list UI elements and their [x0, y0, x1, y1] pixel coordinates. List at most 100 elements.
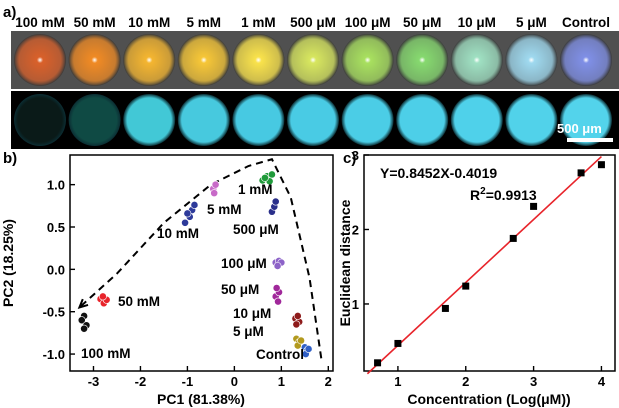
- fit-x-tick-label: 3: [530, 374, 537, 389]
- pca-trajectory-arrow: [78, 158, 323, 359]
- pca-point: [183, 209, 192, 218]
- micrograph-fluorescence-8: [396, 94, 449, 146]
- pca-point-label: 500 μM: [233, 222, 279, 237]
- concentration-label: 50 mM: [74, 15, 116, 30]
- fit-y-axis-label: Euclidean distance: [337, 199, 353, 326]
- micrograph-polarized-4: [177, 34, 230, 86]
- concentration-label: 5 μM: [516, 15, 547, 30]
- pca-y-tick-label: 0.0: [47, 262, 65, 277]
- fit-data-point: [577, 169, 585, 177]
- panel-b-label: b): [3, 150, 17, 167]
- fit-line: [366, 155, 602, 375]
- scale-bar: [567, 138, 613, 142]
- pca-point-label: 100 mM: [81, 346, 131, 361]
- pca-y-tick-label: 0.5: [47, 220, 65, 235]
- micrograph-fluorescence-6: [287, 94, 339, 146]
- pca-x-axis-label: PC1 (81.38%): [157, 391, 245, 407]
- fit-x-tick-label: 4: [598, 374, 606, 389]
- fit-data-point: [462, 282, 470, 290]
- micrograph-polarized-5: [232, 34, 285, 86]
- micrograph-polarized-7: [341, 34, 394, 86]
- micrograph-fluorescence-7: [341, 94, 394, 146]
- fit-y-tick-label: 1: [352, 297, 359, 312]
- pca-point-label: 5 μM: [233, 324, 264, 339]
- scale-bar-label: 500 μm: [557, 121, 602, 136]
- pca-point: [190, 201, 199, 209]
- micrograph-polarized-8: [396, 34, 449, 86]
- pca-point: [272, 284, 281, 292]
- pca-x-tick-label: 2: [325, 374, 332, 389]
- micrograph-polarized-3: [123, 34, 176, 86]
- pca-point: [98, 292, 107, 301]
- pca-point-label: Control: [256, 347, 304, 362]
- pca-x-tick-label: -2: [135, 374, 147, 389]
- fit-data-point: [597, 161, 605, 169]
- concentration-label: Control: [562, 15, 610, 30]
- panel-c-label: c): [343, 150, 356, 167]
- fit-data-point: [374, 359, 382, 367]
- micrograph-fluorescence-3: [123, 94, 176, 146]
- pca-y-axis-label: PC2 (18.25%): [0, 219, 16, 307]
- fit-x-tick-label: 2: [462, 374, 469, 389]
- fit-r-squared: R2=0.9913: [470, 186, 537, 203]
- fit-x-axis-label: Concentration (Log(μM)): [407, 391, 570, 407]
- micrograph-fluorescence-10: [505, 94, 558, 146]
- pca-point-label: 1 mM: [238, 182, 273, 197]
- concentration-label: 50 μM: [403, 15, 441, 30]
- pca-x-tick-label: -3: [88, 374, 100, 389]
- micrograph-polarized-2: [68, 34, 121, 86]
- micrograph-polarized-6: [287, 34, 339, 86]
- fit-y-tick-label: 2: [352, 222, 359, 237]
- pca-trajectory-arrowhead: [77, 298, 89, 310]
- concentration-label: 500 μM: [290, 15, 336, 30]
- pca-point: [268, 170, 276, 179]
- concentration-label: 5 mM: [187, 15, 222, 30]
- concentration-label: 100 μM: [345, 15, 391, 30]
- pca-point: [80, 324, 88, 333]
- pca-point: [297, 336, 305, 345]
- micrograph-fluorescence-1: [14, 94, 66, 146]
- fit-data-point: [530, 202, 538, 210]
- fit-data-point: [394, 339, 402, 347]
- panel-c-linear-fit-plot: c) 1 2 3 4 1 2 3 Y=0.8452X-0.4019 R2=0.9913 Co…: [337, 148, 616, 407]
- pca-x-tick-label: -1: [182, 374, 194, 389]
- pca-point-label: 10 mM: [157, 226, 199, 241]
- micrograph-fluorescence-4: [177, 94, 230, 146]
- micrograph-polarized-9: [450, 34, 503, 86]
- pca-point: [271, 197, 280, 206]
- pca-point-label: 10 μM: [233, 306, 271, 321]
- micrograph-polarized-1: [14, 34, 66, 86]
- pca-point-label: 50 mM: [118, 294, 160, 309]
- pca-plot-frame: [69, 154, 334, 372]
- pca-point: [274, 297, 282, 306]
- panel-b-pca-plot: b) -3 -2 -1 0 1 2 -1.0 -0.5 0.0 0.5 1.0 100 mM 50 m…: [0, 150, 334, 407]
- fit-y-tick-label: 3: [352, 148, 359, 163]
- fit-data-point: [509, 234, 517, 242]
- pca-y-tick-label: -0.5: [43, 305, 65, 320]
- pca-y-tick-label: -1.0: [43, 347, 65, 362]
- panel-a-micrographs: a) 100 mM 50 mM 10 mM 5 mM 1 mM 500 μM 100 μM 5…: [3, 4, 619, 149]
- micrograph-fluorescence-2: [68, 94, 121, 146]
- concentration-label: 10 μM: [458, 15, 496, 30]
- fit-x-tick-label: 1: [394, 374, 401, 389]
- concentration-label: 1 mM: [241, 15, 276, 30]
- pca-y-tick-label: 1.0: [47, 178, 65, 193]
- pca-point-label: 50 μM: [221, 282, 259, 297]
- pca-point: [293, 312, 302, 320]
- pca-point: [77, 316, 86, 325]
- pca-point: [211, 180, 220, 189]
- fit-equation: Y=0.8452X-0.4019: [380, 165, 497, 181]
- fit-data-point: [441, 304, 449, 312]
- pca-point-label: 100 μM: [221, 256, 267, 271]
- pca-x-tick-label: 1: [278, 374, 285, 389]
- pca-point: [304, 345, 313, 353]
- concentration-label: 100 mM: [15, 15, 65, 30]
- pca-point-label: 5 mM: [207, 202, 242, 217]
- pca-point: [273, 262, 282, 270]
- pca-point: [292, 320, 301, 329]
- pca-point: [181, 218, 189, 227]
- micrograph-polarized-10: [505, 34, 558, 86]
- pca-point: [210, 189, 219, 198]
- pca-point: [261, 173, 269, 182]
- micrograph-fluorescence-11: [560, 94, 612, 146]
